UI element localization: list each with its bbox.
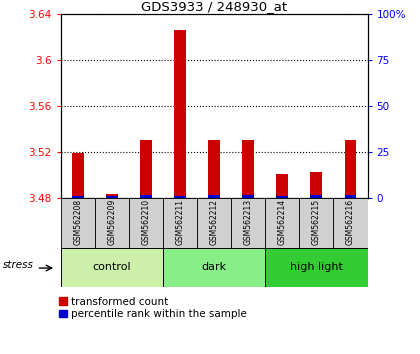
Bar (333, 198, 368, 248)
Bar (276, 196, 288, 198)
Bar (344, 195, 357, 198)
Bar (174, 196, 186, 198)
Text: GSM562215: GSM562215 (312, 199, 321, 245)
Bar (299, 198, 333, 248)
Text: GSM562214: GSM562214 (278, 199, 287, 245)
Bar (231, 198, 265, 248)
Bar (140, 139, 152, 198)
Text: GSM562209: GSM562209 (108, 199, 116, 245)
Bar (163, 198, 197, 248)
Text: GSM562212: GSM562212 (210, 199, 219, 245)
Bar (61, 248, 163, 287)
Bar (208, 195, 220, 198)
Bar (95, 198, 129, 248)
Text: GSM562208: GSM562208 (74, 199, 82, 245)
Title: GDS3933 / 248930_at: GDS3933 / 248930_at (141, 0, 287, 13)
Text: GSM562211: GSM562211 (176, 199, 185, 245)
Bar (174, 30, 186, 198)
Bar (265, 198, 299, 248)
Bar (242, 195, 254, 198)
Bar (129, 198, 163, 248)
Text: control: control (93, 262, 131, 272)
Bar (163, 248, 265, 287)
Text: GSM562216: GSM562216 (346, 199, 355, 245)
Text: stress: stress (3, 260, 34, 270)
Bar (72, 153, 84, 198)
Text: high light: high light (290, 262, 343, 272)
Text: dark: dark (202, 262, 227, 272)
Bar (208, 139, 220, 198)
Bar (310, 172, 323, 198)
Bar (344, 139, 357, 198)
Bar (106, 194, 118, 198)
Bar (242, 139, 254, 198)
Bar (106, 196, 118, 198)
Bar (265, 248, 368, 287)
Bar (61, 198, 95, 248)
Bar (276, 174, 288, 198)
Text: GSM562210: GSM562210 (142, 199, 150, 245)
Legend: transformed count, percentile rank within the sample: transformed count, percentile rank withi… (58, 296, 248, 320)
Bar (310, 195, 323, 198)
Bar (140, 195, 152, 198)
Bar (197, 198, 231, 248)
Bar (72, 196, 84, 198)
Text: GSM562213: GSM562213 (244, 199, 253, 245)
